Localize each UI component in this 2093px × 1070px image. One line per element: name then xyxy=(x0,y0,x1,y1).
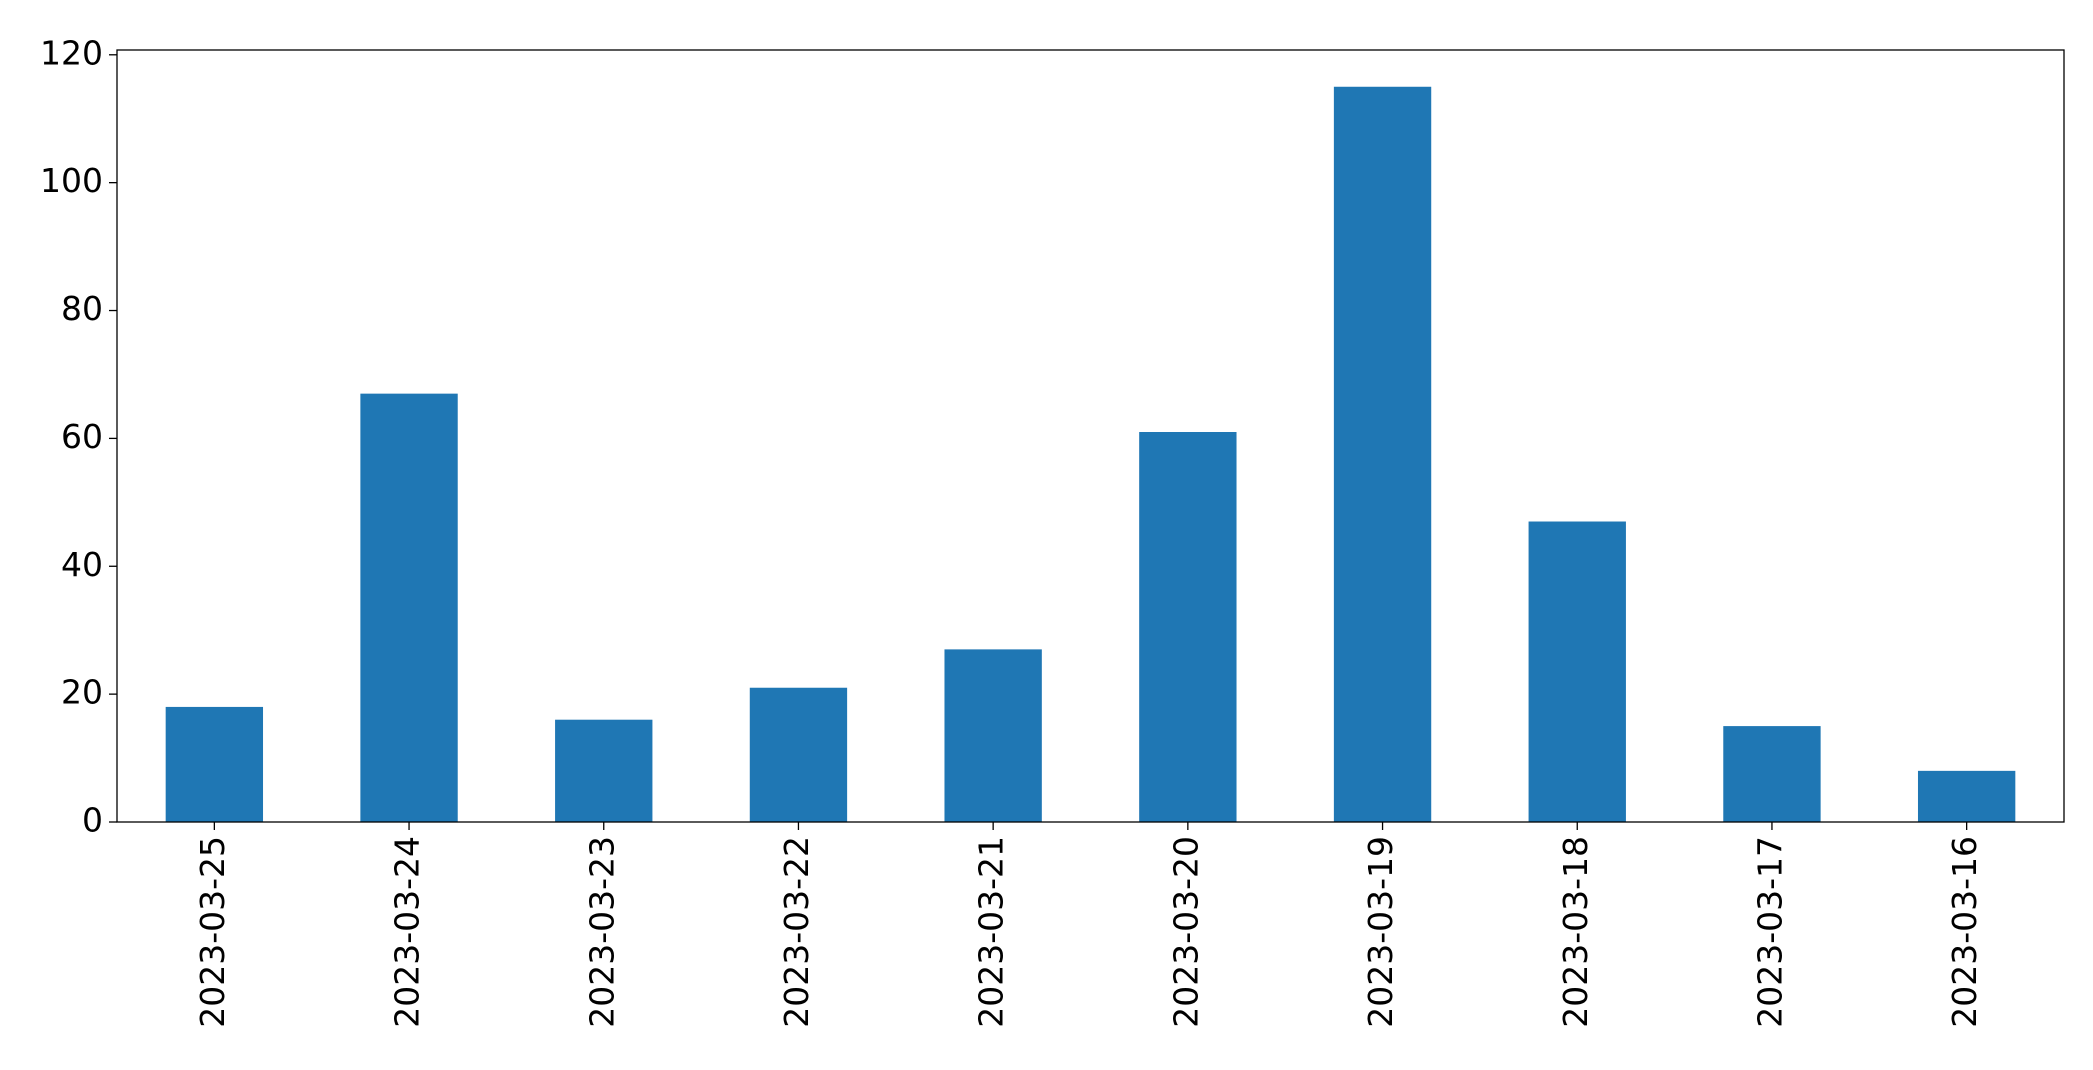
y-tick-label: 100 xyxy=(40,161,103,200)
bar xyxy=(944,649,1042,822)
y-tick-label: 40 xyxy=(61,545,103,584)
x-tick-label: 2023-03-16 xyxy=(1945,836,1984,1028)
x-tick-label: 2023-03-25 xyxy=(193,836,232,1028)
x-tick-label: 2023-03-21 xyxy=(972,836,1011,1028)
bar xyxy=(1723,726,1821,822)
bar xyxy=(1528,521,1626,822)
bar xyxy=(749,687,848,822)
y-tick-label: 80 xyxy=(61,289,103,328)
x-tick-label: 2023-03-24 xyxy=(388,836,427,1028)
x-tick-label: 2023-03-22 xyxy=(777,836,816,1028)
bar xyxy=(555,719,653,822)
y-tick-label: 0 xyxy=(82,801,103,840)
y-tick-label: 20 xyxy=(61,673,103,712)
bar xyxy=(1917,770,2016,822)
x-tick-label: 2023-03-17 xyxy=(1750,836,1789,1028)
x-tick-label: 2023-03-20 xyxy=(1166,836,1205,1028)
plot-frame xyxy=(116,49,2065,823)
x-tick-label: 2023-03-19 xyxy=(1361,836,1400,1028)
bar xyxy=(165,706,264,822)
bar xyxy=(360,393,458,822)
x-tick-label: 2023-03-23 xyxy=(582,836,621,1028)
y-tick-label: 120 xyxy=(40,33,103,72)
bar xyxy=(1139,432,1237,822)
y-tick-label: 60 xyxy=(61,417,103,456)
x-tick-label: 2023-03-18 xyxy=(1556,836,1595,1028)
bar xyxy=(1333,86,1432,822)
